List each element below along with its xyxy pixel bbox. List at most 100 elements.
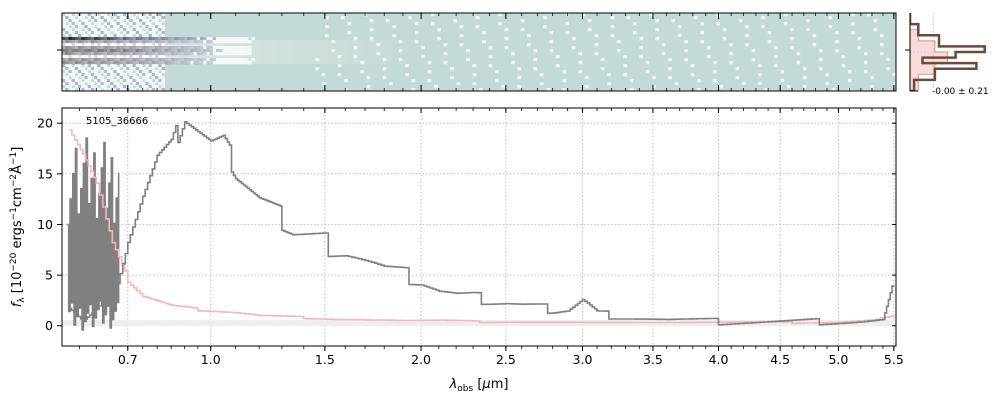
- spectrum-2d-cell: [594, 43, 599, 47]
- spectrum-2d-cell: [116, 16, 121, 20]
- spectrum-2d-cell: [90, 28, 95, 32]
- spectrum-2d-cell: [65, 16, 69, 20]
- spectrum-2d-cell: [841, 55, 846, 59]
- spectrum-2d-cell: [142, 25, 146, 29]
- spectrum-2d-cell: [158, 37, 162, 41]
- spectrum-2d-cell: [126, 67, 130, 71]
- spectrum-2d-cell: [142, 37, 146, 41]
- spectrum-2d-cell: [103, 70, 108, 74]
- spectrum-2d-cell: [87, 82, 92, 86]
- spectrum-2d-cell: [148, 70, 153, 74]
- spectrum-2d-cell: [100, 34, 105, 38]
- spectrum-2d-cell: [116, 25, 121, 29]
- spectrum-2d-cell: [459, 25, 464, 29]
- spectrum-2d-cell: [142, 73, 146, 77]
- spectrum-2d-cell: [421, 46, 425, 50]
- profile-data-step: [910, 13, 986, 91]
- spectrum-2d-cell: [145, 19, 150, 23]
- spectrum-2d-cell: [459, 43, 464, 47]
- spectrum-2d-cell: [443, 43, 448, 47]
- spectrum-2d-cell: [126, 82, 130, 86]
- spectrum-2d-cell: [135, 34, 140, 38]
- spectrum-2d-cell: [632, 22, 637, 26]
- spectrum-2d-cell: [100, 85, 105, 89]
- spectrum-2d-cell: [729, 52, 733, 56]
- spectrum-2d-cell: [122, 82, 127, 86]
- spectrum-2d-cell: [151, 70, 156, 74]
- spectrum-2d-cell: [790, 28, 794, 32]
- spectrum-2d-cell: [203, 37, 207, 41]
- spectrum-2d-cell: [161, 28, 166, 32]
- y-tick-label: 20: [37, 116, 53, 131]
- spectrum-2d-cell: [110, 85, 114, 89]
- spectrum-2d-cell: [158, 25, 162, 29]
- spectrum-2d-cell: [745, 25, 749, 29]
- spectrum-2d-cell: [116, 31, 121, 35]
- spectrum-2d-cell: [151, 67, 156, 71]
- profile-annotation: -0.00 ± 0.21: [932, 87, 989, 97]
- spectrum-2d-cell: [97, 16, 101, 20]
- spectrum-2d-cell: [145, 22, 150, 26]
- spectrum-2d-cell: [84, 76, 89, 80]
- spectrum-2d-cell: [645, 70, 650, 74]
- spectrum-2d-cell: [142, 19, 146, 23]
- spectrum-2d-cell: [543, 16, 547, 20]
- spectrum-2d-cell: [103, 85, 108, 89]
- spectrum-2d-cell: [106, 34, 111, 38]
- spectrum-2d-cell: [466, 49, 470, 53]
- spectrum-2d-cell: [90, 76, 95, 80]
- spectrum-2d-cell: [110, 25, 114, 29]
- spectrum-2d-cell: [100, 25, 105, 29]
- spectrum-2d-cell: [94, 16, 98, 20]
- spectrum-2d-cell: [851, 22, 855, 26]
- spectrum-2d-cell: [90, 31, 95, 35]
- spectrum-2d-cell: [119, 13, 124, 17]
- spectrum-2d-cell: [116, 70, 121, 74]
- spectrum-2d-cell: [103, 64, 108, 68]
- spectrum-2d-cell: [790, 46, 794, 50]
- spectrum-2d-cell: [116, 34, 121, 38]
- spectrum-2d-cell: [106, 31, 111, 35]
- spectrum-2d-cell: [129, 73, 133, 77]
- spectrum-2d-cell: [87, 28, 92, 32]
- spectrum-2d-cell: [385, 19, 390, 23]
- spectrum-2d-cell: [110, 13, 114, 17]
- spectrum-2d-cell: [122, 13, 127, 17]
- spectrum-2d-cell: [68, 22, 73, 26]
- spectrum-2d-cell: [411, 88, 416, 91]
- spectrum-2d-cell: [132, 67, 137, 71]
- spectrum-2d-cell: [321, 82, 326, 86]
- spectrum-2d-cell: [116, 85, 121, 89]
- spectrum-2d-cell: [684, 40, 688, 44]
- spectrum-2d-cell: [879, 43, 884, 47]
- spectrum-2d-cell: [116, 88, 121, 91]
- spectrum-2d-cell: [668, 76, 672, 80]
- spectrum-2d-cell: [110, 19, 114, 23]
- spectrum-2d-cell: [600, 58, 605, 62]
- spectrum-2d-cell: [863, 70, 868, 74]
- spectrum-2d-cell: [661, 43, 666, 47]
- spectrum-2d-cell: [232, 37, 236, 41]
- spectrum-2d-cell: [142, 70, 146, 74]
- spectrum-2d-cell: [148, 25, 153, 29]
- spectrum-2d-cell: [610, 16, 615, 20]
- spectrum-2d-cell: [116, 76, 121, 80]
- spectrum-2d-cell: [783, 22, 788, 26]
- spectrum-noise-segment: [67, 137, 120, 331]
- spectrum-2d-cells: [62, 13, 896, 91]
- spectrum-2d-cell: [616, 49, 621, 53]
- spectrum-2d-cell: [193, 37, 198, 41]
- spectrum-2d-cell: [867, 13, 871, 17]
- spectrum-2d-cell: [145, 34, 150, 38]
- spectrum-2d-cell: [138, 88, 143, 91]
- spectrum-2d-cell: [100, 37, 105, 41]
- spectrum-2d-cell: [68, 67, 73, 71]
- spectrum-2d-cell: [780, 79, 785, 83]
- spectrum-2d-cell: [129, 16, 133, 20]
- spectrum-2d-cell: [228, 37, 233, 41]
- spectrum-2d-cell: [382, 67, 387, 71]
- spectrum-2d-cell: [100, 28, 105, 32]
- spectrum-2d-cell: [68, 64, 73, 68]
- spectrum-2d-cell: [161, 76, 166, 80]
- spectrum-2d-cell: [347, 31, 352, 35]
